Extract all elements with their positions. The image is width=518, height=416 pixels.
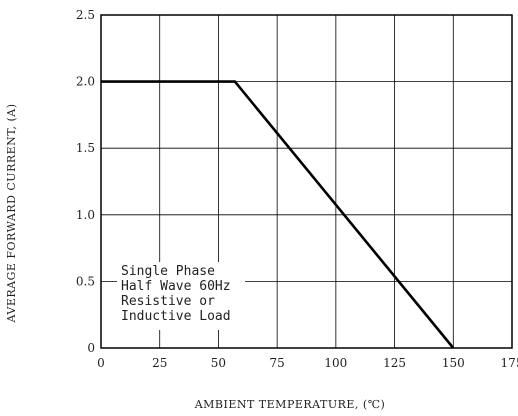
- y-tick-label: 1.0: [76, 208, 95, 222]
- annotation-line-2: Half Wave 60Hz: [121, 279, 231, 294]
- y-tick-label: 2.0: [76, 75, 95, 89]
- x-tick-label: 0: [97, 356, 105, 370]
- x-tick-label: 25: [152, 356, 167, 370]
- series-group: [101, 80, 455, 349]
- annotation-line-3: Resistive or: [121, 294, 215, 309]
- x-tick-label: 175: [501, 356, 518, 370]
- annotation-line-4: Inductive Load: [121, 309, 231, 324]
- derating-curve: [101, 80, 455, 349]
- y-axis-title: AVERAGE FORWARD CURRENT, (A): [5, 103, 18, 323]
- annotation-box: [117, 262, 245, 330]
- x-tick-label: 125: [383, 356, 406, 370]
- y-tick-label: 0.5: [76, 274, 95, 288]
- x-tick-label: 75: [270, 356, 285, 370]
- y-tick-label: 1.5: [76, 141, 95, 155]
- annotation-text: Single Phase Half Wave 60Hz Resistive or…: [121, 264, 231, 324]
- y-tick-label: 2.5: [76, 8, 95, 22]
- annotation-line-1: Single Phase: [121, 264, 215, 279]
- x-axis-title: AMBIENT TEMPERATURE, (℃): [194, 398, 386, 411]
- x-tick-label: 50: [211, 356, 226, 370]
- plot-frame: [100, 14, 513, 349]
- y-tick-label: 0: [87, 341, 95, 355]
- x-tick-label: 150: [442, 356, 465, 370]
- tick-labels: 0 25 50 75 100 125 150 175 0 0.5 1.0 1.5 2.0 2.5: [76, 8, 518, 370]
- x-tick-label: 100: [324, 356, 347, 370]
